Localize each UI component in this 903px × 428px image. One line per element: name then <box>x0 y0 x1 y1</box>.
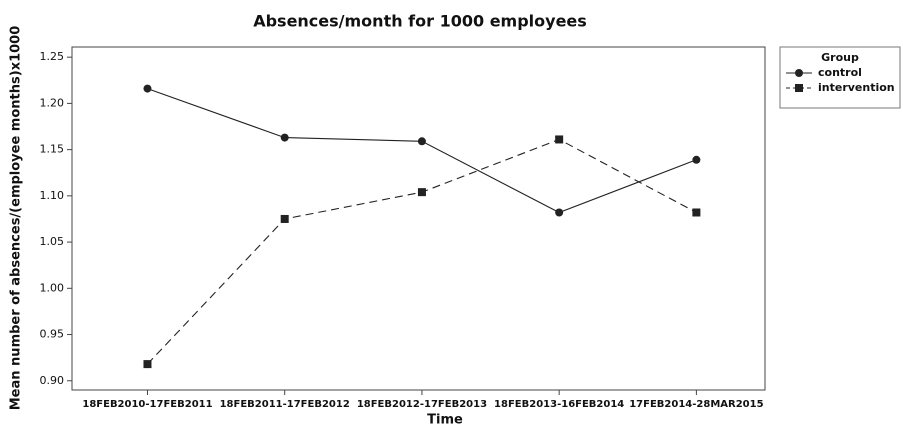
y-tick-label: 1.00 <box>40 281 65 294</box>
point <box>692 208 701 217</box>
point <box>143 360 152 369</box>
legend-label: control <box>818 66 862 79</box>
legend-marker <box>795 84 803 92</box>
y-tick-label: 1.25 <box>40 50 65 63</box>
point <box>280 214 289 223</box>
legend-marker <box>795 69 803 77</box>
series-line <box>147 138 697 365</box>
point <box>555 135 564 144</box>
x-tick-label: 17FEB2014-28MAR2015 <box>629 399 763 410</box>
legend-label: intervention <box>818 81 895 94</box>
legend-title: Group <box>821 51 859 64</box>
x-axis-label: Time <box>427 413 463 428</box>
chart-title: Absences/month for 1000 employees <box>253 12 587 31</box>
point <box>417 188 426 197</box>
point <box>692 155 701 164</box>
y-tick-label: 1.05 <box>40 235 65 248</box>
legend-box <box>779 46 901 109</box>
x-tick-label: 18FEB2010-17FEB2011 <box>82 399 212 410</box>
y-tick-label: 0.90 <box>40 374 65 387</box>
x-tick-label: 18FEB2011-17FEB2012 <box>220 399 350 410</box>
y-tick-label: 1.15 <box>40 143 65 156</box>
y-tick-label: 1.10 <box>40 189 65 202</box>
y-tick-label: 1.20 <box>40 96 65 109</box>
point <box>555 208 564 217</box>
x-tick-label: 18FEB2013-16FEB2014 <box>494 399 624 410</box>
y-tick-label: 0.95 <box>40 328 65 341</box>
point <box>143 84 152 93</box>
y-axis-label: Mean number of absences/(employee months… <box>9 26 24 411</box>
plot-frame <box>71 46 766 391</box>
point <box>417 137 426 146</box>
point <box>280 133 289 142</box>
x-tick-label: 18FEB2012-17FEB2013 <box>357 399 487 410</box>
